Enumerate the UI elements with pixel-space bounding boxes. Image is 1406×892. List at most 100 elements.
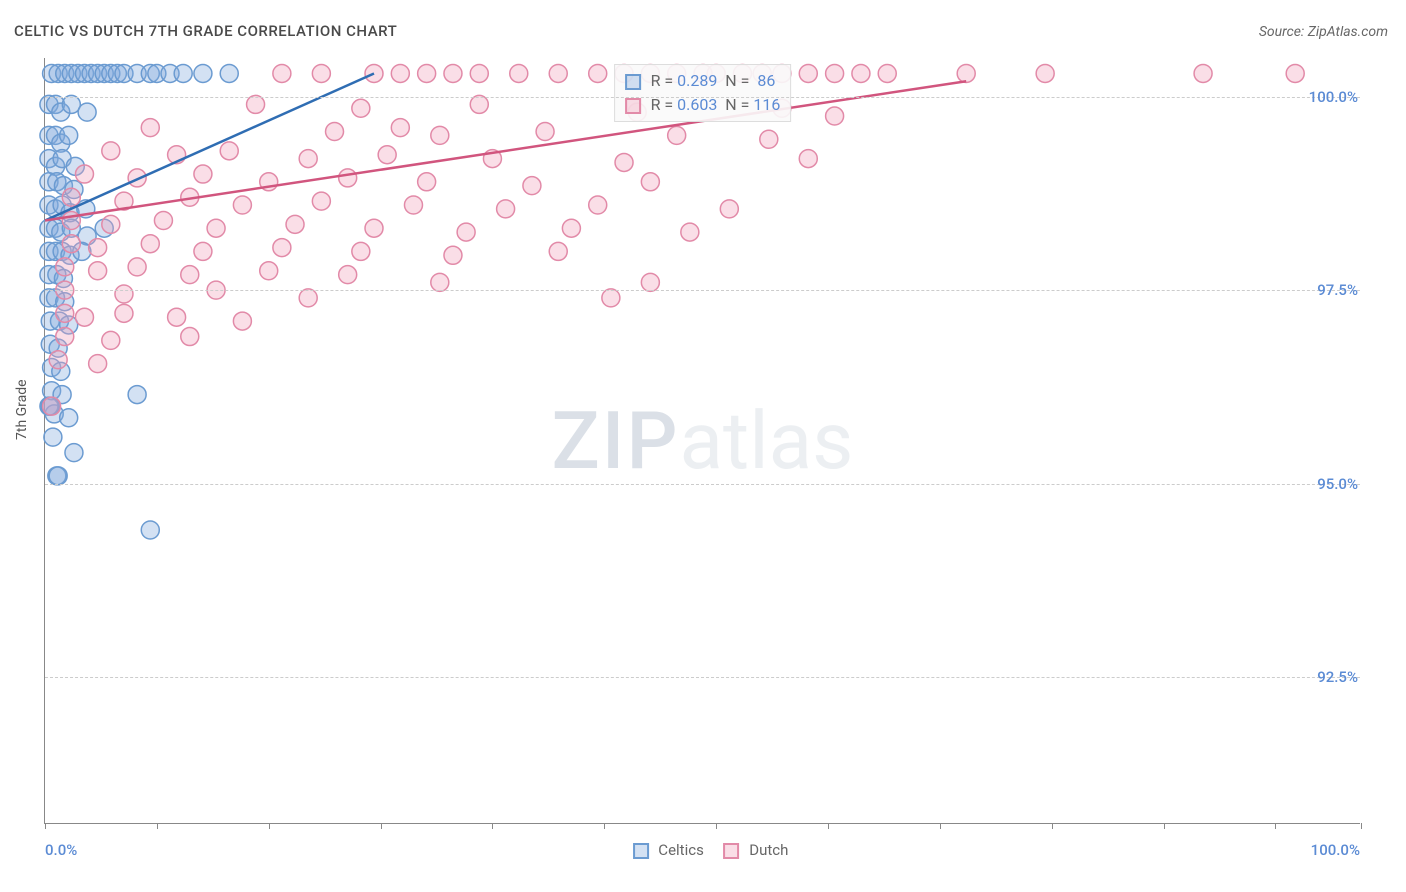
data-point [589, 196, 607, 214]
x-tick [157, 823, 158, 829]
data-point [260, 262, 278, 280]
data-point [194, 64, 212, 82]
data-point [312, 192, 330, 210]
data-point [431, 126, 449, 144]
gridline [45, 677, 1360, 678]
data-point [89, 239, 107, 257]
data-point [615, 153, 633, 171]
data-point [404, 196, 422, 214]
data-point [75, 308, 93, 326]
legend-row-celtics: R = 0.289 N = 86 [625, 69, 781, 93]
data-point [326, 123, 344, 141]
y-tick-label: 92.5% [1317, 668, 1364, 686]
data-point [181, 328, 199, 346]
data-point [339, 266, 357, 284]
data-point [339, 169, 357, 187]
data-point [299, 289, 317, 307]
swatch-dutch-icon [724, 843, 740, 859]
data-point [602, 289, 620, 307]
data-point [470, 95, 488, 113]
data-point [56, 328, 74, 346]
x-tick [828, 823, 829, 829]
correlation-legend: R = 0.289 N = 86 R = 0.603 N = 116 [614, 64, 792, 122]
data-point [78, 103, 96, 121]
data-point [115, 304, 133, 322]
data-point [247, 95, 265, 113]
y-axis-label: 7th Grade [14, 379, 30, 440]
gridline [45, 97, 1360, 98]
data-point [128, 386, 146, 404]
data-point [1194, 64, 1212, 82]
data-point [220, 142, 238, 160]
data-point [391, 64, 409, 82]
swatch-celtics-icon [625, 74, 641, 90]
data-point [89, 355, 107, 373]
data-point [549, 242, 567, 260]
data-point [62, 188, 80, 206]
data-point [102, 142, 120, 160]
data-point [194, 165, 212, 183]
data-point [273, 239, 291, 257]
data-point [418, 64, 436, 82]
data-point [826, 107, 844, 125]
legend-label-dutch: Dutch [749, 841, 788, 859]
data-point [760, 130, 778, 148]
y-tick-label: 97.5% [1317, 281, 1364, 299]
data-point [510, 64, 528, 82]
data-point [128, 258, 146, 276]
data-point [641, 273, 659, 291]
data-point [799, 64, 817, 82]
data-point [878, 64, 896, 82]
swatch-celtics-icon [633, 843, 649, 859]
data-point [194, 242, 212, 260]
data-point [957, 64, 975, 82]
x-tick [604, 823, 605, 829]
data-point [273, 64, 291, 82]
x-tick [940, 823, 941, 829]
swatch-dutch-icon [625, 98, 641, 114]
data-point [168, 308, 186, 326]
data-point [497, 200, 515, 218]
scatter-plot [45, 58, 1360, 823]
data-point [352, 99, 370, 117]
x-tick [1052, 823, 1053, 829]
gridline [45, 290, 1360, 291]
data-point [102, 331, 120, 349]
y-tick-label: 100.0% [1309, 88, 1364, 106]
source-label: Source: ZipAtlas.com [1259, 24, 1388, 40]
data-point [181, 266, 199, 284]
y-tick-label: 95.0% [1317, 475, 1364, 493]
data-point [49, 351, 67, 369]
data-point [826, 64, 844, 82]
data-point [286, 215, 304, 233]
data-point [220, 64, 238, 82]
data-point [174, 64, 192, 82]
x-tick-label: 100.0% [1311, 841, 1360, 859]
data-point [852, 64, 870, 82]
data-point [391, 119, 409, 137]
data-point [536, 123, 554, 141]
data-point [233, 312, 251, 330]
data-point [44, 428, 62, 446]
data-point [60, 126, 78, 144]
data-point [141, 521, 159, 539]
series-legend: Celtics Dutch [617, 841, 789, 859]
data-point [75, 165, 93, 183]
data-point [444, 246, 462, 264]
data-point [65, 444, 83, 462]
x-tick [269, 823, 270, 829]
chart-title: CELTIC VS DUTCH 7TH GRADE CORRELATION CH… [14, 22, 397, 40]
x-tick [1164, 823, 1165, 829]
data-point [470, 64, 488, 82]
data-point [141, 235, 159, 253]
x-tick [716, 823, 717, 829]
x-tick [45, 823, 46, 829]
data-point [128, 169, 146, 187]
x-tick [1361, 823, 1362, 829]
x-tick [381, 823, 382, 829]
data-point [56, 258, 74, 276]
x-tick [1275, 823, 1276, 829]
data-point [562, 219, 580, 237]
data-point [141, 119, 159, 137]
data-point [43, 397, 61, 415]
